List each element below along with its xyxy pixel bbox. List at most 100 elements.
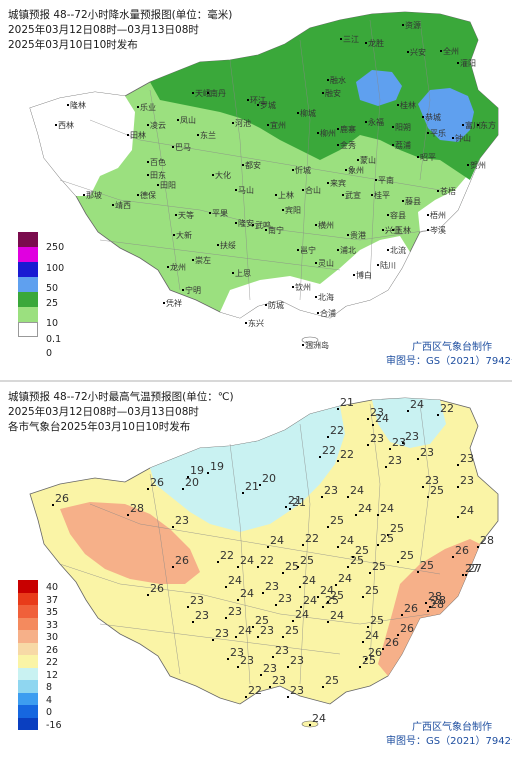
temp-legend-label: 12 [46,669,59,681]
rain-zone-green [150,12,498,180]
city-dot [345,169,347,171]
station-dot [245,696,247,698]
temperature-value: 22 [305,532,319,545]
temperature-value: 23 [240,654,254,667]
city-label: 田东 [150,171,166,180]
city-dot [197,134,199,136]
city-dot [247,99,249,101]
temperature-value: 25 [370,614,384,627]
temperature-value: 24 [338,572,352,585]
temp-legend-swatch [18,580,38,593]
city-label: 昭平 [420,153,436,162]
station-dot [397,561,399,563]
city-label: 防城 [268,301,284,310]
city-label: 兴业 [385,226,401,235]
city-dot [209,212,211,214]
rain-legend-swatch [18,262,38,277]
temperature-map [29,397,499,728]
city-dot [317,312,319,314]
city-dot [437,190,439,192]
city-label: 田林 [130,131,146,140]
temp-legend-swatch [18,692,38,705]
station-dot [212,639,214,641]
temperature-value: 25 [362,654,376,667]
station-dot [272,656,274,658]
temp-legend-swatch [18,655,38,668]
temperature-value: 19 [190,464,204,477]
temperature-value: 23 [228,605,242,618]
temperature-value: 25 [390,522,404,535]
city-dot [340,38,342,40]
station-dot [347,496,349,498]
station-dot [377,544,379,546]
station-dot [287,666,289,668]
temp-legend-swatch [18,592,38,605]
city-label: 罗城 [260,101,276,110]
city-label: 涠洲岛 [305,341,329,350]
temperature-value: 23 [370,432,384,445]
rain-legend-label: 0 [46,348,53,359]
temperature-value: 24 [303,594,317,607]
city-dot [392,126,394,128]
temperature-value: 28 [130,502,144,515]
station-dot [127,514,129,516]
temperature-value: 22 [440,402,454,415]
city-dot [217,244,219,246]
temperature-value: 24 [270,534,284,547]
city-dot [245,322,247,324]
city-label: 大化 [215,171,231,180]
station-dot [422,486,424,488]
temperature-value: 23 [215,627,229,640]
temperature-value: 23 [392,436,406,449]
city-label: 合山 [305,186,321,195]
city-label: 鹿寨 [340,125,356,134]
station-dot [319,456,321,458]
city-label: 博白 [356,271,372,280]
station-dot [382,648,384,650]
city-dot [147,174,149,176]
city-label: 南丹 [210,89,226,98]
city-label: 靖西 [115,201,131,210]
temperature-value: 23 [265,580,279,593]
temperature-value: 23 [388,454,402,467]
temperature-value: 25 [355,544,369,557]
city-label: 陆川 [380,261,396,270]
temp-legend-label: 4 [46,694,53,706]
city-label: 东兴 [248,319,264,328]
city-dot [192,92,194,94]
rain-footer-org: 广西区气象台制作 [412,342,492,353]
temp-legend-swatch [18,642,38,655]
station-dot [367,444,369,446]
temperature-value: 28 [432,594,446,607]
temperature-value: 26 [175,554,189,567]
station-dot [217,561,219,563]
city-label: 柳州 [320,129,336,138]
station-dot [425,602,427,604]
city-dot [297,249,299,251]
city-dot [342,194,344,196]
temp-legend-label: 8 [46,682,53,693]
city-label: 资源 [405,21,421,30]
city-dot [327,182,329,184]
temperature-value: 26 [400,622,414,635]
temperature-value: 23 [460,474,474,487]
station-dot [292,620,294,622]
temp-issued: 各市气象台2025年03月10日10时发布 [8,421,191,433]
rain-legend-swatch [18,322,38,337]
city-dot [417,156,419,158]
city-label: 融水 [330,76,346,85]
city-label: 灌阳 [460,59,476,68]
temp-legend-label: 33 [46,619,59,631]
city-label: 东方 [480,121,496,130]
city-dot [292,169,294,171]
temperature-value: 23 [195,609,209,622]
city-dot [315,224,317,226]
station-dot [327,601,329,603]
rain-zone-white-east [418,158,480,232]
station-dot [327,436,329,438]
temp-legend-label: 26 [46,644,59,656]
temperature-value: 20 [262,472,276,485]
station-dot [397,634,399,636]
station-dot [237,666,239,668]
temperature-value: 25 [365,584,379,597]
